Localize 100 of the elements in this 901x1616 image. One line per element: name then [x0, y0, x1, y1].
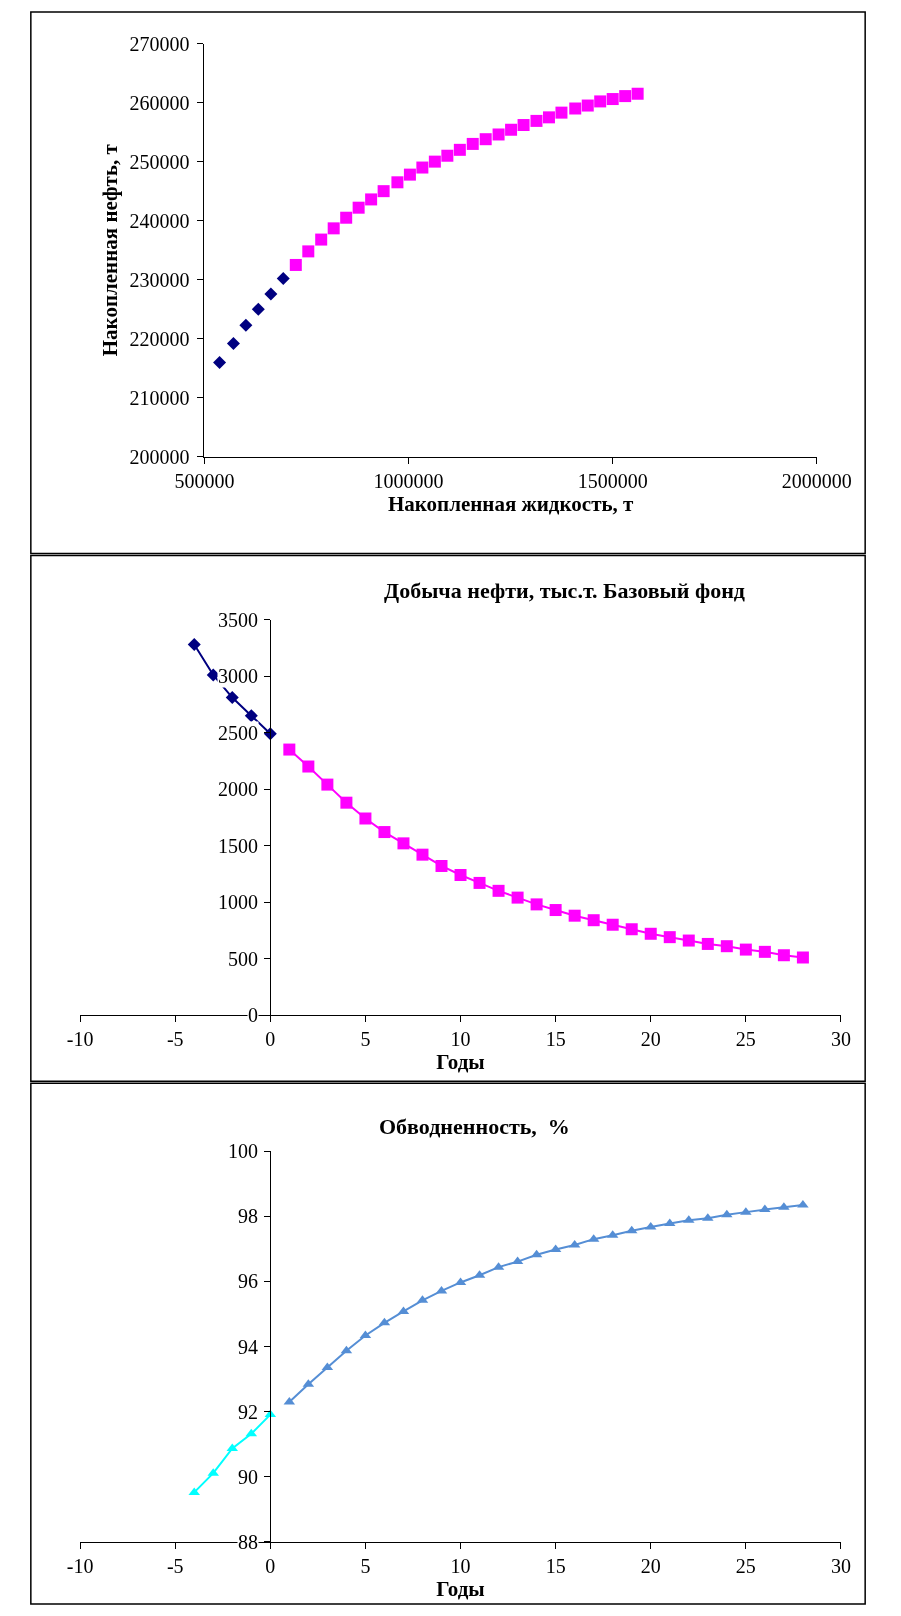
- y-tick-label: 500: [228, 948, 258, 970]
- y-tick-label: 200000: [129, 445, 190, 468]
- x-tick-label: 1000000: [373, 469, 444, 492]
- point: [701, 937, 714, 950]
- point: [302, 245, 315, 258]
- point: [435, 859, 448, 872]
- point: [569, 102, 582, 115]
- point: [606, 918, 619, 931]
- x-tick-label: -10: [66, 1554, 94, 1577]
- y-tick-label: 90: [238, 1466, 258, 1488]
- x-tick-label: 25: [735, 1554, 756, 1577]
- point: [276, 272, 290, 286]
- point: [454, 869, 467, 882]
- x-tick-label: 25: [735, 1028, 756, 1051]
- y-tick-label: 88: [238, 1531, 258, 1553]
- y-tick-label: 250000: [129, 150, 190, 173]
- point: [377, 185, 390, 198]
- point: [352, 201, 365, 214]
- point: [606, 93, 619, 106]
- point: [796, 951, 809, 964]
- x-tick-label: 5: [360, 1554, 371, 1577]
- point: [721, 1209, 733, 1218]
- point: [479, 133, 492, 146]
- point: [359, 812, 372, 825]
- point: [542, 111, 555, 124]
- point: [663, 931, 676, 944]
- y-tick-label: 100: [228, 1140, 258, 1162]
- y-tick-label: 92: [238, 1401, 258, 1423]
- point: [492, 884, 505, 897]
- point: [505, 123, 518, 136]
- y-tick-label: 94: [238, 1336, 258, 1358]
- x-tick-label: -10: [66, 1028, 94, 1051]
- point: [327, 222, 340, 235]
- y-tick-label: 270000: [129, 32, 190, 55]
- point: [251, 302, 265, 316]
- x-tick-label: 30: [830, 1028, 851, 1051]
- point: [391, 176, 404, 189]
- point: [264, 287, 278, 301]
- y-tick-label: 230000: [129, 268, 190, 291]
- point: [568, 909, 581, 922]
- chart-title: Обводненность, %: [379, 1114, 570, 1139]
- point: [631, 87, 644, 100]
- y-tick-label: 98: [238, 1205, 258, 1227]
- x-tick-label: 0: [265, 1028, 276, 1051]
- point: [302, 760, 315, 773]
- x-tick-label: 10: [450, 1028, 471, 1051]
- x-tick-label: 20: [640, 1028, 661, 1051]
- point: [758, 945, 771, 958]
- point: [555, 106, 568, 119]
- point: [416, 848, 429, 861]
- x-tick-label: 15: [545, 1554, 566, 1577]
- x-tick-label: 5: [360, 1028, 371, 1051]
- y-tick-label: 1000: [218, 891, 258, 913]
- point: [283, 743, 296, 756]
- point: [466, 137, 479, 150]
- x-tick-label: -5: [166, 1028, 184, 1051]
- point: [587, 914, 600, 927]
- point: [340, 211, 353, 224]
- point: [244, 709, 258, 723]
- point: [777, 949, 790, 962]
- point: [226, 336, 240, 350]
- point: [720, 940, 733, 953]
- x-tick-label: 500000: [174, 469, 235, 492]
- y-tick-label: 220000: [129, 327, 190, 350]
- y-tick-label: 240000: [129, 209, 190, 232]
- point: [239, 318, 253, 332]
- x-tick-label: 0: [265, 1554, 276, 1577]
- point: [759, 1204, 771, 1213]
- point: [315, 233, 328, 246]
- point: [739, 943, 752, 956]
- point: [453, 143, 466, 156]
- x-tick-label: -5: [166, 1554, 184, 1577]
- point: [403, 168, 416, 181]
- y-tick-label: 96: [238, 1270, 258, 1292]
- point: [365, 193, 378, 206]
- point: [416, 161, 429, 174]
- y-tick-label: 3000: [218, 665, 258, 687]
- point: [682, 934, 695, 947]
- point: [225, 691, 239, 705]
- point: [397, 837, 410, 850]
- x-axis-title: Годы: [436, 1050, 485, 1075]
- y-tick-label: 2500: [218, 722, 258, 744]
- point: [517, 119, 530, 132]
- y-tick-label: 0: [248, 1004, 258, 1026]
- x-axis-title: Годы: [436, 1576, 485, 1601]
- x-axis-title: Накопленная жидкость, т: [387, 491, 635, 516]
- y-tick-label: 2000: [218, 778, 258, 800]
- point: [321, 778, 334, 791]
- point: [492, 128, 505, 141]
- point: [594, 95, 607, 108]
- point: [530, 898, 543, 911]
- point: [428, 155, 441, 168]
- x-tick-label: 1500000: [577, 469, 648, 492]
- point: [530, 114, 543, 127]
- point: [644, 927, 657, 940]
- y-tick-label: 3500: [218, 609, 258, 631]
- point: [511, 891, 524, 904]
- x-tick-label: 30: [830, 1554, 851, 1577]
- point: [340, 796, 353, 809]
- y-axis-title: Накопленная нефть, т: [97, 143, 122, 357]
